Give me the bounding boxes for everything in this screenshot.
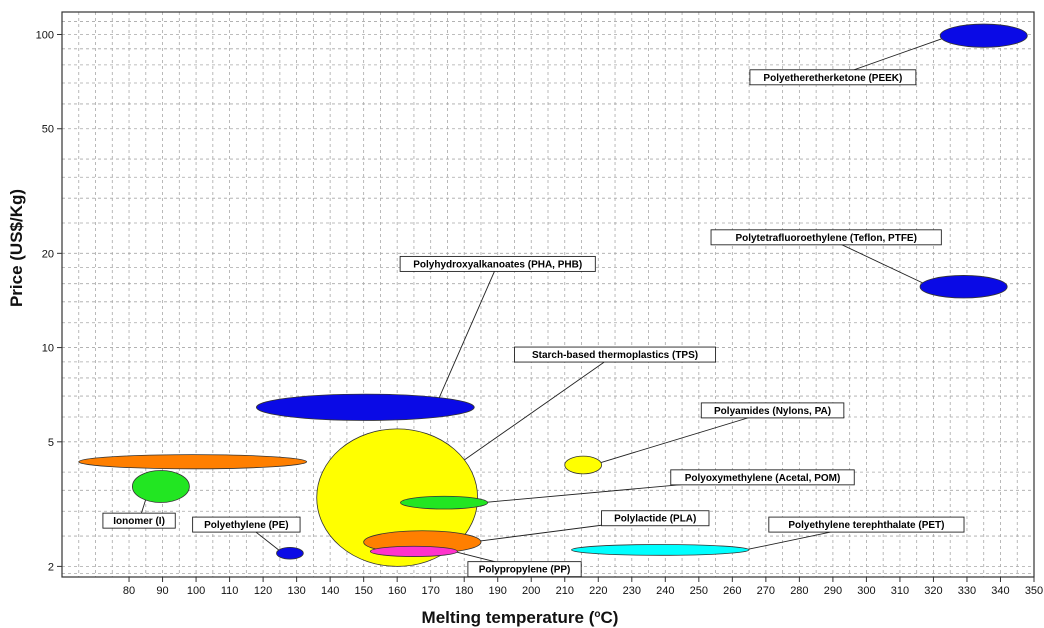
bubble — [400, 495, 489, 510]
bubble-label: Polyoxymethylene (Acetal, POM) — [685, 473, 841, 484]
label-box — [670, 469, 855, 486]
y-tick-label: 50 — [42, 124, 54, 136]
x-tick-label: 220 — [589, 585, 607, 597]
bubble — [276, 546, 304, 560]
leader-line — [600, 409, 773, 463]
bubble-label: Polylactide (PLA) — [614, 514, 696, 525]
x-tick-label: 130 — [287, 585, 305, 597]
bubble — [564, 455, 603, 475]
x-tick-label: 100 — [187, 585, 205, 597]
bubble-labels: Polyetheretherketone (PEEK) Polytetrafluo… — [102, 69, 965, 578]
x-tick-label: 260 — [723, 585, 741, 597]
label-box — [399, 255, 596, 272]
y-tick-label: 5 — [48, 437, 54, 449]
x-tick-label: 230 — [623, 585, 641, 597]
bubbles — [78, 23, 1028, 567]
bubble — [939, 23, 1028, 48]
x-tick-label: 290 — [824, 585, 842, 597]
label-box — [710, 229, 942, 246]
label-box — [700, 402, 845, 419]
x-tick-label: 190 — [489, 585, 507, 597]
y-tick-label: 100 — [36, 30, 54, 42]
leader-line — [464, 354, 616, 461]
x-tick-label: 160 — [388, 585, 406, 597]
ticks: 80 90 100 110 120 130 140 150 160 170 180 190 200 210… — [36, 30, 1044, 597]
leader-line — [438, 263, 499, 398]
x-tick-label: 310 — [891, 585, 909, 597]
label-box — [514, 346, 717, 363]
label-box — [601, 510, 710, 527]
bubble-label: Ionomer (I) — [113, 516, 165, 527]
x-tick-label: 210 — [556, 585, 574, 597]
bubble — [78, 454, 308, 470]
x-tick-label: 320 — [924, 585, 942, 597]
x-tick-label: 120 — [254, 585, 272, 597]
x-tick-label: 270 — [757, 585, 775, 597]
x-axis-title: Melting temperature (oC) — [422, 608, 619, 627]
label-box — [749, 69, 917, 86]
bubble — [131, 470, 190, 503]
x-tick-label: 300 — [857, 585, 875, 597]
bubble-label: Polyetheretherketone (PEEK) — [763, 73, 902, 84]
x-tick-label: 340 — [991, 585, 1009, 597]
bubble-label: Polytetrafluoroethylene (Teflon, PTFE) — [735, 233, 917, 244]
x-tick-label: 200 — [522, 585, 540, 597]
bubble-label: Polypropylene (PP) — [479, 565, 571, 576]
x-tick-label: 280 — [790, 585, 808, 597]
x-tick-label: 90 — [156, 585, 168, 597]
label-box — [192, 516, 301, 533]
bubble-label: Polyethylene (PE) — [204, 520, 288, 531]
x-tick-label: 150 — [354, 585, 372, 597]
bubble — [571, 544, 750, 556]
y-axis-title: Price (US$/Kg) — [7, 189, 26, 307]
bubble-label: Polyhydroxyalkanoates (PHA, PHB) — [413, 259, 582, 270]
bubble-label: Polyethylene terephthalate (PET) — [788, 520, 944, 531]
bubble — [369, 545, 458, 557]
y-tick-label: 10 — [42, 343, 54, 355]
x-tick-label: 80 — [123, 585, 135, 597]
label-box — [768, 516, 965, 533]
plot-border — [61, 11, 1035, 578]
x-tick-label: 140 — [321, 585, 339, 597]
x-tick-label: 330 — [958, 585, 976, 597]
x-tick-label: 350 — [1025, 585, 1043, 597]
bubble — [919, 275, 1008, 299]
label-box — [102, 512, 176, 529]
bubble-label: Starch-based thermoplastics (TPS) — [532, 350, 698, 361]
x-tick-label: 170 — [422, 585, 440, 597]
bubble — [255, 393, 475, 421]
x-tick-label: 250 — [690, 585, 708, 597]
x-tick-label: 240 — [656, 585, 674, 597]
bubble-label: Polyamides (Nylons, PA) — [714, 406, 831, 417]
x-tick-label: 110 — [221, 585, 239, 597]
y-tick-label: 20 — [42, 248, 54, 260]
y-tick-label: 2 — [48, 561, 54, 573]
x-tick-label: 180 — [455, 585, 473, 597]
